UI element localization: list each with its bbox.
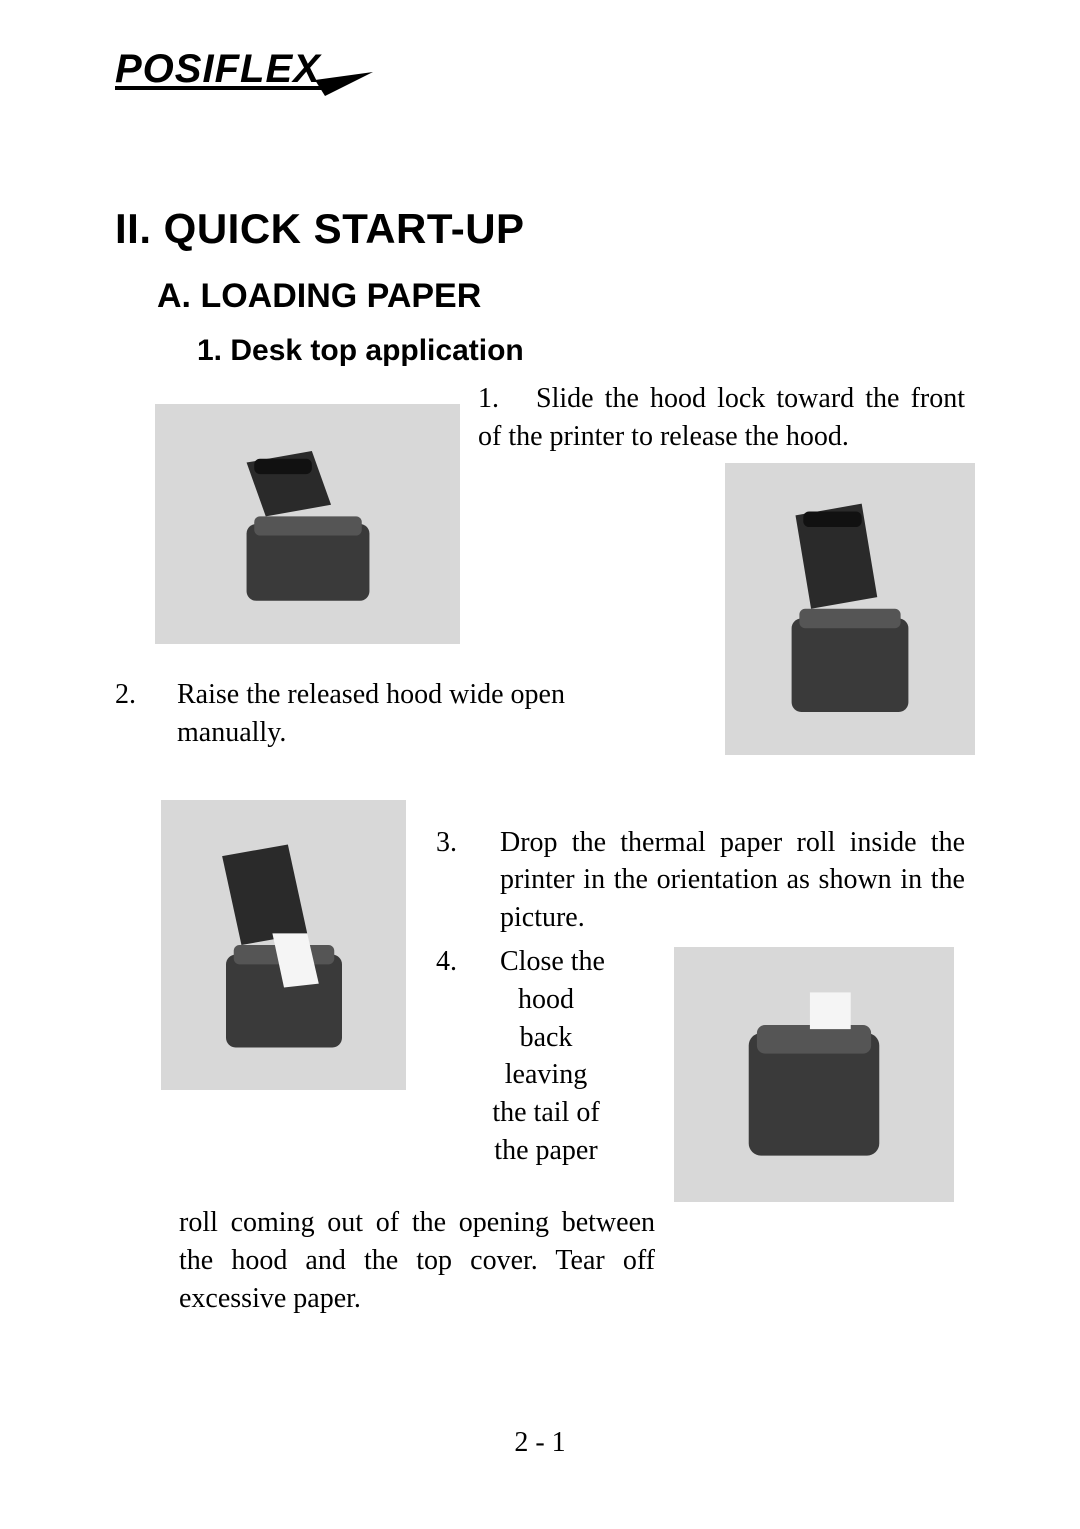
section-heading: II. QUICK START-UP <box>115 205 965 253</box>
subsubsection-heading: 1. Desk top application <box>197 334 965 368</box>
printer-closed-icon <box>702 972 926 1176</box>
step1-body: Slide the hood lock toward the front of … <box>478 383 965 452</box>
step4-continuation: roll coming out of the opening between t… <box>115 1204 655 1317</box>
figure-step2 <box>725 463 975 755</box>
step2-number: 2. <box>115 676 177 714</box>
step1-text: 1.Slide the hood lock toward the front o… <box>470 380 965 456</box>
brand-logo: POSIFLEX <box>115 40 965 105</box>
printer-hood-open-icon <box>186 428 430 620</box>
step2-text: 2. Raise the released hood wide open man… <box>115 676 695 752</box>
figure-step4 <box>674 947 954 1202</box>
subsection-heading: A. LOADING PAPER <box>157 277 965 316</box>
step1-number: 1. <box>478 380 536 418</box>
step3-body: Drop the thermal paper roll inside the p… <box>500 824 965 937</box>
step4-number: 4. <box>436 943 500 981</box>
step3-number: 3. <box>436 824 500 937</box>
printer-hood-raised-icon <box>750 492 950 726</box>
brand-logo-text: POSIFLEX <box>115 47 322 91</box>
figure-step1 <box>155 404 460 644</box>
step4-line1: Close the <box>500 943 605 981</box>
figure-step3 <box>161 800 406 1090</box>
printer-paper-insert-icon <box>186 829 382 1061</box>
page-number: 2 - 1 <box>0 1427 1080 1459</box>
step2-body-b: manually. <box>115 714 695 752</box>
step4-wrapped-lines: hood back leaving the tail of the paper <box>436 981 656 1170</box>
step2-body-a: Raise the released hood wide open <box>177 676 565 714</box>
